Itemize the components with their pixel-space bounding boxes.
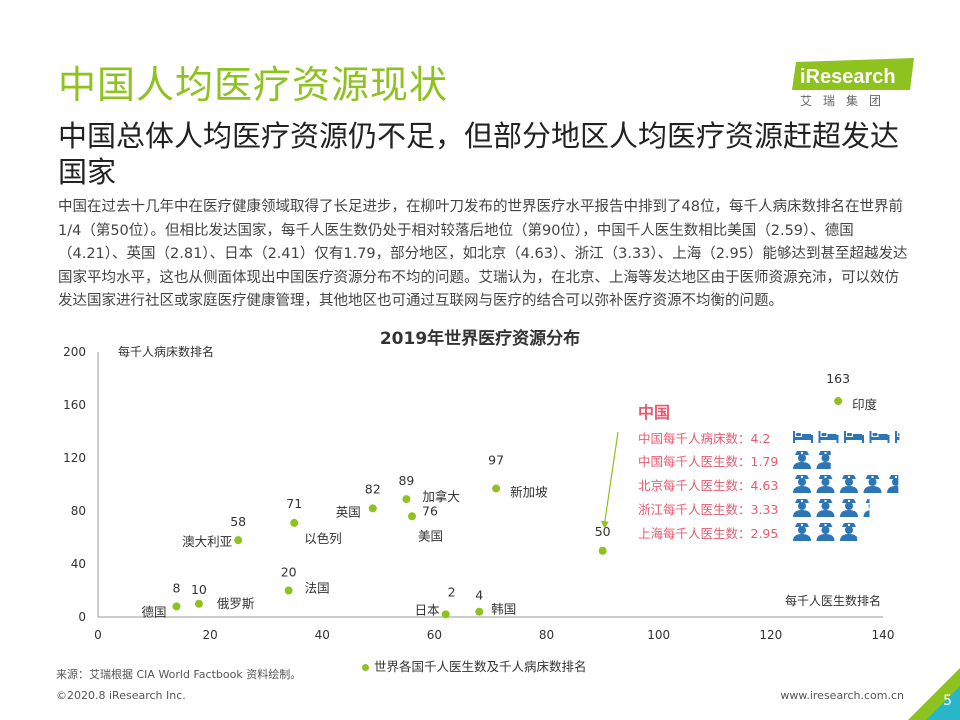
country-label: 日本 (415, 602, 441, 617)
x-tick-label: 80 (539, 628, 554, 642)
page-number: 5 (943, 693, 952, 709)
china-panel-title: 中国 (638, 403, 671, 422)
logo-chinese: 艾瑞集团 (800, 94, 893, 108)
page-title: 中国人均医疗资源现状 (58, 63, 449, 107)
data-point (441, 610, 450, 619)
data-value-label: 50 (595, 524, 611, 539)
y-tick-label: 0 (78, 610, 86, 624)
country-label: 美国 (418, 528, 443, 543)
china-stat-label: 北京每千人医生数：4.63 (638, 478, 779, 493)
data-point (194, 599, 203, 608)
doctor-icon (816, 523, 835, 541)
y-tick-label: 120 (63, 451, 86, 465)
bed-icon (844, 431, 864, 443)
country-label: 俄罗斯 (217, 596, 255, 611)
body-paragraph: 中国在过去十几年中在医疗健康领域取得了长足进步，在柳叶刀发布的世界医疗水平报告中… (58, 199, 908, 309)
data-point (475, 607, 484, 616)
callout-arrowhead (600, 520, 609, 529)
country-label: 英国 (336, 504, 361, 519)
doctor-icon (793, 451, 811, 469)
page-subtitle: 中国总体人均医疗资源仍不足，但部分地区人均医疗资源赶超发达国家 (58, 119, 900, 189)
doctor-icon (793, 523, 811, 541)
y-tick-label: 160 (63, 398, 86, 412)
data-point (284, 586, 293, 595)
doctor-icon (863, 499, 870, 517)
data-point (598, 546, 607, 555)
x-tick-label: 0 (94, 628, 102, 642)
doctor-icon (793, 475, 811, 493)
data-point (408, 512, 416, 521)
china-stat-label: 中国每千人病床数：4.2 (638, 431, 771, 446)
china-stat-label: 浙江每千人医生数：3.33 (638, 502, 779, 517)
bed-icon (818, 431, 839, 443)
data-point (234, 536, 243, 545)
data-value-label: 71 (286, 496, 302, 511)
country-label: 印度 (852, 397, 878, 412)
data-value-label: 4 (475, 588, 483, 603)
logo-text: iResearch (800, 66, 896, 88)
country-label: 法国 (305, 581, 330, 596)
data-value-label: 2 (448, 584, 456, 599)
x-tick-label: 140 (872, 628, 895, 642)
data-point (492, 484, 501, 493)
y-tick-label: 80 (71, 504, 86, 518)
data-value-label: 58 (230, 514, 246, 529)
data-value-label: 20 (281, 565, 297, 580)
data-value-label: 10 (191, 582, 207, 597)
data-point (172, 602, 181, 611)
copyright: ©2020.8 iResearch Inc. (56, 689, 186, 702)
country-label: 新加坡 (510, 484, 548, 499)
bed-icon (793, 431, 813, 443)
doctor-icon (840, 523, 858, 541)
doctor-icon (816, 451, 831, 469)
doctor-icon (887, 475, 899, 493)
doctor-icon (863, 475, 882, 493)
bed-icon (869, 431, 890, 443)
bed-icon (895, 431, 900, 443)
doctor-icon (793, 499, 811, 517)
country-label: 德国 (141, 604, 166, 619)
legend-marker (362, 664, 369, 671)
doctor-icon (816, 499, 835, 517)
x-tick-label: 20 (203, 628, 218, 642)
corner-decoration (908, 668, 960, 720)
data-point (402, 495, 411, 504)
x-tick-label: 60 (427, 628, 442, 642)
country-label: 澳大利亚 (182, 534, 232, 549)
x-tick-label: 40 (315, 628, 330, 642)
data-value-label: 163 (826, 371, 850, 386)
data-value-label: 8 (173, 580, 181, 595)
chart-title: 2019年世界医疗资源分布 (379, 329, 581, 349)
legend-label: 世界各国千人医生数及千人病床数排名 (374, 659, 587, 674)
china-stat-label: 上海每千人医生数：2.95 (638, 526, 779, 541)
iresearch-logo: iResearch (792, 58, 914, 90)
source-note: 来源：艾瑞根据 CIA World Factbook 资料绘制。 (56, 668, 302, 681)
y-axis-title: 每千人病床数排名 (118, 344, 214, 359)
x-tick-label: 120 (759, 628, 782, 642)
data-point (290, 518, 299, 527)
data-value-label: 76 (422, 503, 438, 518)
x-axis-title: 每千人医生数排名 (785, 593, 881, 608)
data-point (834, 397, 843, 406)
y-tick-label: 200 (63, 345, 86, 359)
y-tick-label: 40 (71, 557, 86, 571)
country-label: 以色列 (304, 531, 342, 546)
country-label: 加拿大 (422, 489, 460, 504)
x-tick-label: 100 (647, 628, 670, 642)
data-value-label: 97 (488, 452, 504, 467)
website-link[interactable]: www.iresearch.com.cn (780, 689, 904, 702)
china-stat-label: 中国每千人医生数：1.79 (638, 454, 779, 469)
callout-arrow (604, 431, 619, 523)
data-value-label: 82 (365, 481, 381, 496)
doctor-icon (840, 475, 858, 493)
doctor-icon (840, 499, 858, 517)
country-label: 韩国 (491, 602, 516, 617)
chart-legend: 世界各国千人医生数及千人病床数排名 (362, 656, 587, 675)
doctor-icon (816, 475, 835, 493)
data-value-label: 89 (398, 473, 414, 488)
data-point (368, 504, 377, 513)
